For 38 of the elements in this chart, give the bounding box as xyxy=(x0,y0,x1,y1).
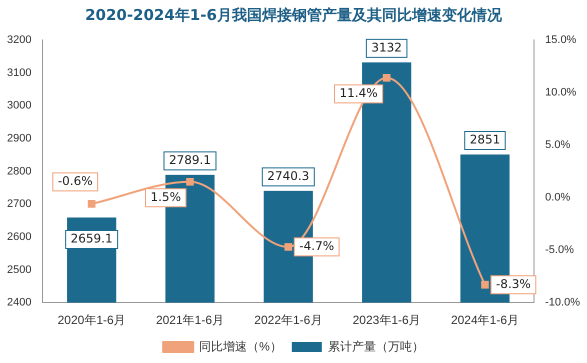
data-label: -4.7% xyxy=(299,239,334,254)
data-label: 1.5% xyxy=(150,190,181,204)
point xyxy=(186,178,194,186)
y-tick-label: 3200 xyxy=(6,34,32,46)
y2-tick-label: -5.0% xyxy=(545,244,574,256)
data-label: -0.6% xyxy=(58,174,93,188)
chart-title: 2020-2024年1-6月我国焊接钢管产量及其同比增速变化情况 xyxy=(84,6,503,25)
y-tick-label: 3000 xyxy=(6,100,32,112)
y-tick-label: 2400 xyxy=(6,296,32,309)
y-tick-label: 3100 xyxy=(6,66,32,79)
legend-label: 同比增速（%） xyxy=(199,339,282,354)
y2-tick-label: 10.0% xyxy=(545,86,577,99)
x-tick-label: 2021年1-6月 xyxy=(156,313,224,328)
point xyxy=(382,74,390,82)
data-label: 2789.1 xyxy=(168,153,211,168)
y2-tick-label: 5.0% xyxy=(545,139,570,152)
y-tick-label: 2700 xyxy=(6,198,32,210)
legend-label: 累计产量（万吨） xyxy=(328,339,424,354)
y-tick-label: 2600 xyxy=(6,230,32,243)
y2-tick-label: 0.0% xyxy=(545,192,570,204)
data-label: 2740.3 xyxy=(267,169,310,184)
y2-tick-label: -10.0% xyxy=(545,296,580,309)
data-label: 11.4% xyxy=(340,86,378,100)
y-tick-label: 2900 xyxy=(6,132,32,145)
data-label: -8.3% xyxy=(496,276,531,291)
data-label: 2851 xyxy=(470,132,500,147)
point xyxy=(481,280,489,289)
x-tick-label: 2022年1-6月 xyxy=(254,313,322,328)
x-tick-label: 2024年1-6月 xyxy=(450,313,520,328)
x-tick-label: 2023年1-6月 xyxy=(352,313,421,328)
point xyxy=(88,200,96,208)
y-tick-label: 2800 xyxy=(6,165,32,178)
y2-tick-label: 15.0% xyxy=(545,34,577,46)
y-tick-label: 2500 xyxy=(6,264,32,276)
data-label: 3132 xyxy=(371,40,402,54)
point xyxy=(284,243,292,251)
data-label: 2659.1 xyxy=(70,232,113,246)
x-tick-label: 2020年1-6月 xyxy=(58,313,126,328)
